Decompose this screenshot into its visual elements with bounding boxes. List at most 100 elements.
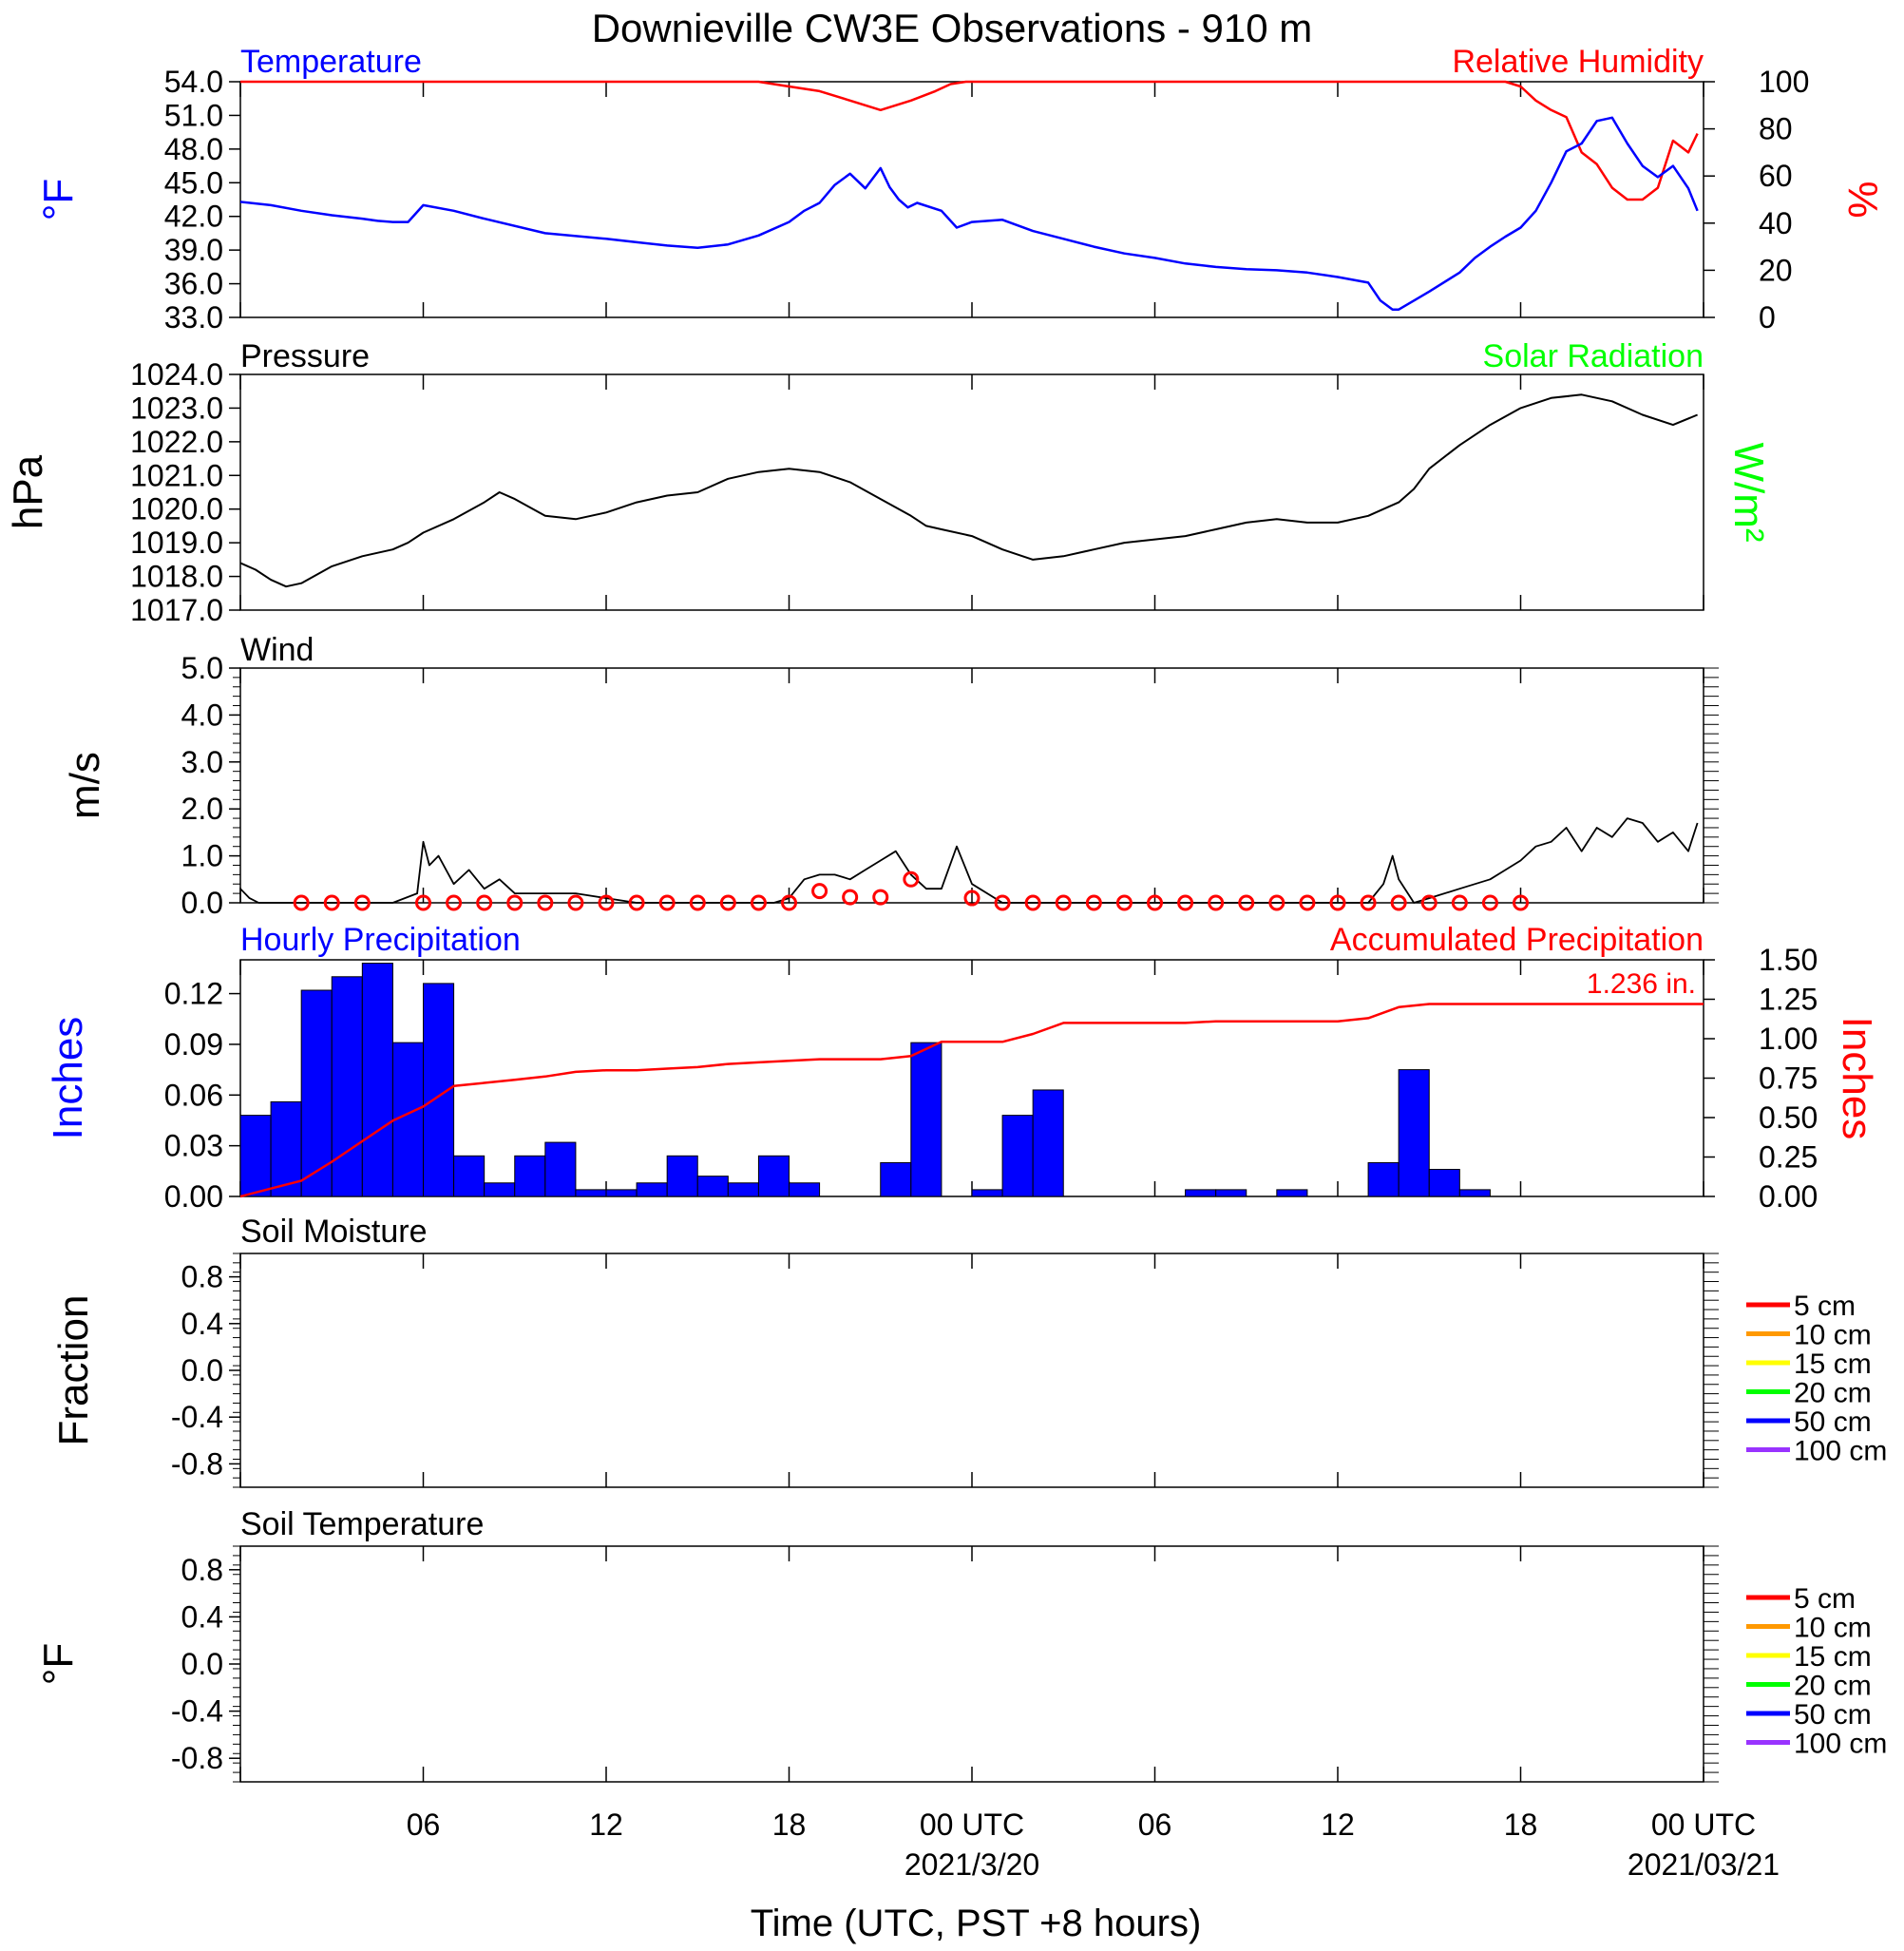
x-tick-label: 12 [1321, 1808, 1355, 1842]
soil-moisture-legend-label: 100 cm [1794, 1436, 1887, 1467]
soil-moisture-ytick-label: 0.0 [181, 1353, 223, 1387]
soil-temp-ytick-label: 0.8 [181, 1553, 223, 1587]
pressure-line [239, 393, 1698, 588]
wind-marker [598, 894, 615, 911]
precip-bar [239, 1115, 272, 1197]
soil-moisture-unit-label: Fraction [50, 1295, 97, 1446]
wind-unit-label: m/s [62, 752, 108, 819]
temperature-title: Temperature [240, 44, 422, 80]
soil-moisture-ytick-label: -0.8 [171, 1446, 223, 1481]
soil-temp-legend-label: 100 cm [1794, 1729, 1887, 1760]
x-tick-label: 06 [407, 1808, 441, 1842]
accum-unit-label: Inches [1834, 1017, 1880, 1140]
wind-title: Wind [240, 632, 314, 668]
precip-bar [1215, 1189, 1247, 1197]
wind-marker [1147, 894, 1163, 911]
pressure-ytick-label: 1017.0 [130, 593, 223, 627]
temp-ytick-label: 36.0 [164, 267, 223, 301]
precip-bar [666, 1155, 698, 1197]
pressure-title: Pressure [240, 338, 370, 374]
accum-ytick-right-label: 0.75 [1759, 1062, 1818, 1096]
accum-precip-line [239, 1003, 1704, 1198]
wind-marker [963, 889, 981, 907]
wind-marker [1208, 894, 1225, 911]
temp-ytick-label: 48.0 [164, 132, 223, 166]
temp-ytick-label: 42.0 [164, 200, 223, 234]
accum-ytick-right-label: 1.25 [1759, 983, 1818, 1017]
soil-moisture-legend-label: 5 cm [1794, 1291, 1856, 1322]
wind-marker [1268, 894, 1285, 911]
wind-marker [628, 894, 645, 911]
soil-moisture-legend-label: 50 cm [1794, 1406, 1872, 1438]
soil-temp-ytick-label: -0.8 [171, 1741, 223, 1775]
temp-ytick-label: 51.0 [164, 98, 223, 132]
soil-moisture-legend-label: 15 cm [1794, 1348, 1872, 1380]
soil-temp-legend-label: 5 cm [1794, 1583, 1856, 1615]
wind-marker [537, 894, 554, 911]
x-date-label: 2021/03/21 [1628, 1847, 1780, 1882]
precip-ytick-label: 0.12 [164, 977, 223, 1011]
precip-bar [361, 963, 393, 1197]
soil-moisture-ytick-label: 0.8 [181, 1260, 223, 1294]
soil-moisture-frame [239, 1253, 1704, 1488]
pressure-ytick-label: 1018.0 [130, 560, 223, 594]
wind-marker [719, 894, 736, 911]
soil-temp-legend-label: 20 cm [1794, 1671, 1872, 1702]
precip-bar [1001, 1115, 1034, 1197]
solar-radiation-title: Solar Radiation [1483, 338, 1704, 374]
precip-bar [484, 1182, 516, 1197]
x-tick-label: 18 [772, 1808, 807, 1842]
wind-marker [353, 894, 371, 911]
humidity-ytick-right-label: 0 [1759, 300, 1776, 335]
x-date-label: 2021/3/20 [904, 1847, 1039, 1882]
soil-temp-frame [239, 1545, 1704, 1783]
precip-bar [1367, 1161, 1399, 1197]
soil-temp-ytick-label: 0.0 [181, 1647, 223, 1681]
pressure-unit-label: hPa [5, 454, 51, 529]
precip-bar [453, 1155, 486, 1197]
precip-bar [1276, 1189, 1308, 1197]
x-tick-label: 12 [589, 1808, 623, 1842]
precip-bar [636, 1182, 668, 1197]
precip-bar [1032, 1089, 1064, 1197]
precip-ytick-label: 0.03 [164, 1129, 223, 1163]
wind-marker [506, 894, 524, 911]
accum-ytick-right-label: 0.00 [1759, 1179, 1818, 1214]
precip-ytick-label: 0.00 [164, 1179, 223, 1214]
humidity-line [240, 80, 1699, 201]
wind-marker [293, 894, 310, 911]
soil-temp-ytick-label: 0.4 [181, 1599, 223, 1634]
wind-marker [781, 894, 797, 911]
soil-temp-unit-label: °F [35, 1643, 82, 1685]
wind-marker [994, 894, 1011, 911]
solar-unit-label: W/m² [1725, 442, 1772, 542]
temp-ytick-label: 39.0 [164, 233, 223, 267]
pressure-frame [239, 373, 1704, 611]
wind-marker [750, 894, 767, 911]
wind-marker [1329, 894, 1346, 911]
wind-speed-line [239, 817, 1699, 904]
wind-marker [323, 894, 340, 911]
x-tick-label: 18 [1504, 1808, 1538, 1842]
precip-bar [880, 1161, 912, 1197]
soil-moisture-legend-label: 20 cm [1794, 1378, 1872, 1409]
wind-marker [446, 894, 463, 911]
wind-marker [567, 894, 584, 911]
soil-temp-title: Soil Temperature [240, 1506, 484, 1542]
x-tick-label: 00 UTC [1651, 1808, 1756, 1842]
accum-total-annotation: 1.236 in. [1587, 968, 1696, 1000]
wind-marker [1299, 894, 1316, 911]
wind-ytick-label: 1.0 [181, 839, 223, 873]
x-tick-label: 00 UTC [920, 1808, 1024, 1842]
humidity-ytick-right-label: 40 [1759, 206, 1793, 240]
pressure-ytick-label: 1019.0 [130, 526, 223, 560]
precip-bar [300, 989, 333, 1197]
wind-frame [239, 667, 1704, 904]
pressure-ytick-label: 1020.0 [130, 492, 223, 526]
temp-ytick-label: 45.0 [164, 165, 223, 200]
precip-bar [514, 1155, 546, 1197]
precip-bar [544, 1141, 577, 1197]
precip-bar [605, 1189, 638, 1197]
wind-marker [1177, 894, 1194, 911]
soil-temp-legend-label: 50 cm [1794, 1699, 1872, 1731]
